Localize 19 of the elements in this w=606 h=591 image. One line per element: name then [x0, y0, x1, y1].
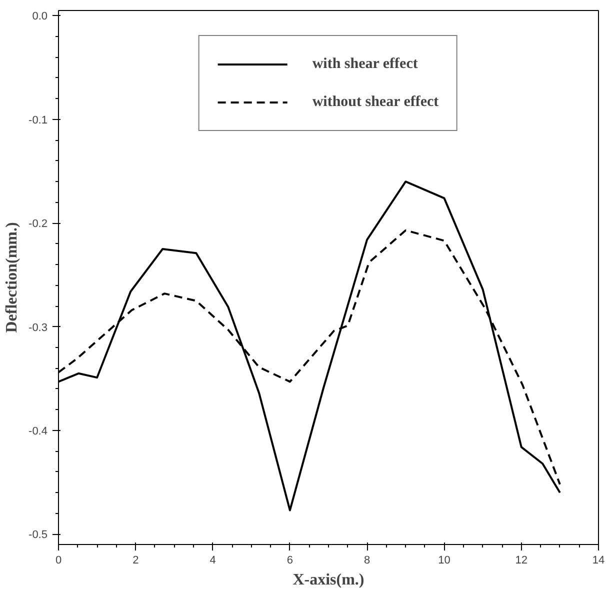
x-tick-label: 12 [515, 554, 528, 566]
x-axis-title: X-axis(m.) [292, 572, 364, 588]
y-tick-label: 0.0 [32, 10, 48, 23]
x-tick-label: 0 [55, 554, 62, 566]
y-tick-label: -0.1 [28, 114, 48, 126]
y-tick-label: -0.4 [28, 425, 48, 438]
y-tick-label: -0.3 [28, 322, 48, 334]
x-tick-label: 4 [210, 554, 216, 566]
legend-label: without shear effect [312, 94, 439, 110]
x-tick-label: 10 [438, 554, 450, 566]
legend-label: with shear effect [312, 56, 418, 72]
y-tick-label: -0.5 [28, 529, 48, 542]
y-tick-label: -0.2 [28, 218, 48, 230]
x-tick-label: 8 [364, 554, 370, 566]
x-tick-label: 2 [132, 554, 139, 566]
y-axis-title: Deflection(mm.) [4, 222, 21, 333]
x-tick-label: 6 [286, 554, 293, 566]
line-series [58, 180, 561, 512]
x-tick-label: 14 [592, 554, 605, 566]
